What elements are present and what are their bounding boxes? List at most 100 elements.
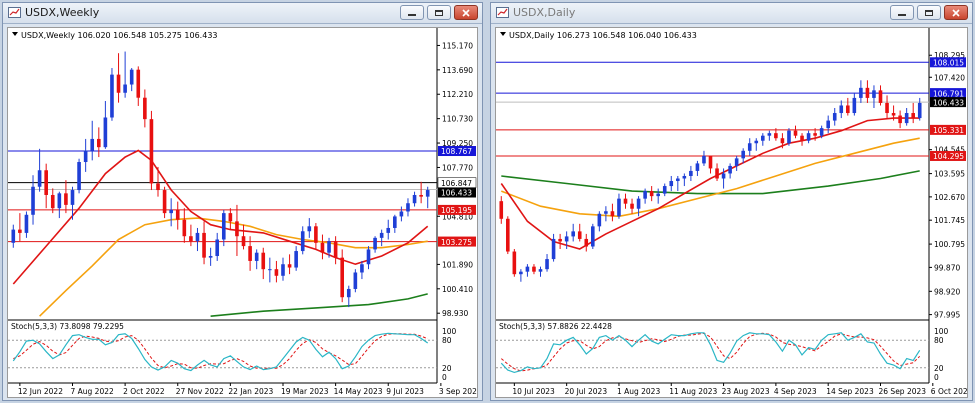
last-price-tag [438, 187, 476, 198]
candle-body [406, 203, 410, 212]
candle-body [604, 211, 608, 214]
stoch-level-label: 20 [442, 364, 452, 373]
candle-body [532, 266, 536, 272]
candle-body [110, 74, 114, 118]
candle-body [215, 239, 220, 256]
x-tick-label: 12 Jun 2022 [18, 387, 63, 396]
candle-body [202, 232, 206, 258]
minimize-button[interactable] [890, 5, 914, 20]
minimize-button[interactable] [400, 5, 424, 20]
candle-body [682, 175, 687, 179]
y-tick-label: 98.920 [934, 287, 960, 296]
weekly-plot-area[interactable]: USDX,Weekly 106.020 106.548 105.275 106.… [7, 27, 482, 398]
stoch-level-label: 100 [934, 327, 949, 336]
candle-body [307, 226, 312, 232]
y-tick-label: 109.250 [442, 139, 473, 148]
x-tick-label: 20 Jul 2023 [565, 387, 608, 396]
candle-body [813, 133, 817, 136]
candle-body [708, 155, 713, 169]
daily-plot-area[interactable]: USDX,Daily 106.273 106.548 106.040 106.4… [495, 27, 973, 398]
candle-body [512, 251, 517, 275]
y-tick-label: 113.690 [442, 66, 473, 75]
candle-body [846, 105, 850, 114]
window-title: USDX,Weekly [25, 6, 100, 19]
candle-body [558, 238, 562, 242]
level-price-tag [930, 124, 966, 135]
candle-body [31, 186, 35, 215]
stoch-level-label: 80 [442, 336, 452, 345]
level-price-label: 105.331 [933, 126, 964, 135]
candle-body [169, 209, 173, 214]
candle-body [780, 138, 785, 144]
x-tick-label: 14 Sep 2023 [826, 387, 874, 396]
weekly-chart-svg[interactable]: USDX,Weekly 106.020 106.548 105.275 106.… [8, 28, 482, 397]
y-tick-label: 101.745 [934, 216, 965, 225]
minimize-icon [408, 13, 416, 16]
candle-body [241, 236, 246, 247]
candle-body [248, 246, 252, 261]
x-tick-label: 4 Sep 2023 [774, 387, 817, 396]
candle-body [551, 238, 556, 260]
x-tick-label: 14 May 2023 [334, 387, 383, 396]
weekly-window-titlebar[interactable]: USDX,Weekly [3, 3, 482, 24]
candle-body [44, 170, 48, 195]
daily-chart-window[interactable]: USDX,Daily USDX,Daily 106.273 106.548 10… [490, 2, 973, 401]
candle-body [143, 97, 147, 120]
candle-body [182, 219, 187, 237]
candle-body [123, 84, 127, 93]
y-tick-label: 103.595 [934, 170, 965, 179]
candle-body [525, 266, 530, 272]
last-price-label: 106.433 [933, 98, 964, 107]
x-tick-label: 11 Aug 2023 [669, 387, 717, 396]
candle-body [656, 193, 660, 197]
candle-body [577, 231, 582, 239]
candle-body [885, 102, 889, 114]
restore-button[interactable] [917, 5, 941, 20]
y-tick-label: 104.545 [934, 146, 965, 155]
candle-body [617, 198, 621, 217]
level-price-tag [930, 57, 966, 68]
x-tick-label: 27 Nov 2022 [176, 387, 224, 396]
stoch-level-label: 20 [934, 364, 944, 373]
candle-body [419, 194, 423, 197]
restore-button[interactable] [427, 5, 451, 20]
candle-body [90, 138, 95, 151]
candle-body [859, 87, 863, 98]
candle-body [767, 133, 772, 136]
y-tick-label: 98.930 [442, 309, 468, 318]
candle-body [689, 170, 693, 176]
stoch-level-label: 0 [934, 373, 939, 382]
candle-body [715, 168, 719, 179]
close-button[interactable] [944, 5, 968, 20]
x-tick-label: 22 Jan 2023 [228, 387, 273, 396]
y-tick-label: 100.795 [934, 240, 965, 249]
candle-body [800, 135, 804, 141]
slow-ma-line [210, 293, 428, 317]
candle-body [393, 216, 397, 228]
last-price-tag [930, 97, 966, 108]
chart-header-label: USDX,Daily 106.273 106.548 106.040 106.4… [509, 31, 697, 40]
candle-body [702, 155, 706, 164]
level-price-label: 104.295 [933, 152, 964, 161]
stoch-label: Stoch(5,3,3) 57.8826 22.4428 [499, 322, 612, 331]
weekly-chart-window[interactable]: USDX,Weekly USDX,Weekly 106.020 106.548 … [2, 2, 483, 401]
candle-body [872, 90, 876, 98]
candle-body [839, 105, 844, 114]
mid-ma-line [39, 217, 428, 317]
candle-body [519, 271, 523, 275]
candle-body [379, 232, 384, 238]
close-button[interactable] [454, 5, 478, 20]
candle-body [162, 190, 167, 214]
candle-body [386, 227, 391, 233]
x-tick-label: 3 Sep 2023 [439, 387, 477, 396]
candle-body [116, 74, 121, 93]
candle-body [353, 272, 358, 289]
close-icon [462, 8, 470, 17]
daily-chart-svg[interactable]: USDX,Daily 106.273 106.548 106.040 106.4… [496, 28, 973, 397]
candle-body [294, 251, 298, 268]
candle-body [281, 264, 285, 276]
candle-body [50, 194, 55, 209]
daily-window-titlebar[interactable]: USDX,Daily [491, 3, 972, 24]
chart-header-label: USDX,Weekly 106.020 106.548 105.275 106.… [21, 31, 218, 40]
x-tick-label: 10 Jul 2023 [512, 387, 555, 396]
